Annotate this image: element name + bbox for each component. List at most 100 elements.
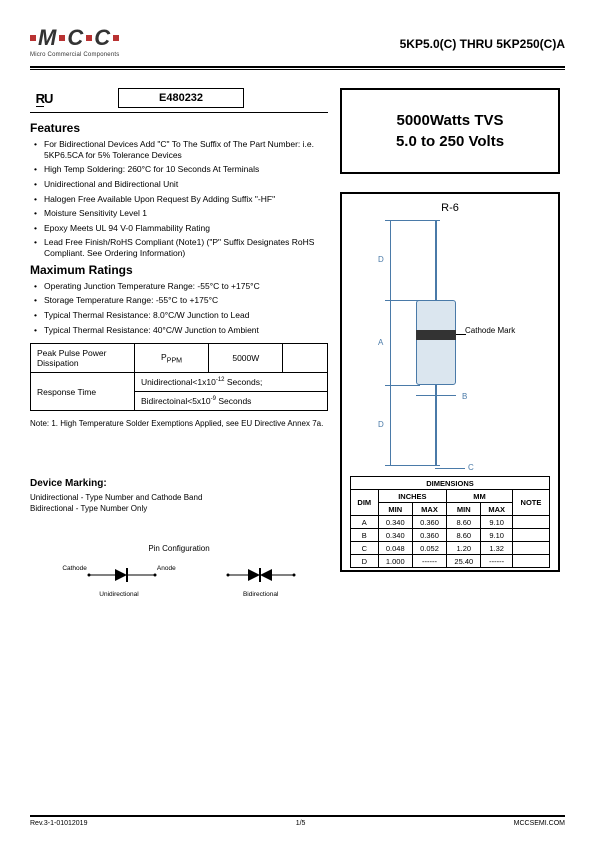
title-line-1: 5000Watts TVS — [354, 112, 546, 129]
feature-item: Lead Free Finish/RoHS Compliant (Note1) … — [32, 237, 328, 258]
dim-b-label: B — [462, 392, 467, 401]
cell-empty — [283, 344, 328, 373]
cell-label: Response Time — [31, 373, 135, 411]
hdr-inches: INCHES — [378, 490, 447, 503]
anode-label: Anode — [157, 565, 176, 572]
feature-item: High Temp Soldering: 260°C for 10 Second… — [32, 164, 328, 175]
left-column: RU E480232 Features For Bidirectional De… — [30, 88, 340, 598]
logo-c2: C — [94, 25, 111, 51]
dim-line — [416, 395, 456, 396]
feature-item: Epoxy Meets UL 94 V-0 Flammability Ratin… — [32, 223, 328, 234]
max-ratings-list: Operating Junction Temperature Range: -5… — [30, 281, 328, 336]
diode-icon — [87, 563, 157, 587]
logo-tagline: Micro Commercial Components — [30, 52, 119, 58]
cathode-mark-label: Cathode Mark — [465, 326, 515, 335]
dim-tick — [385, 465, 440, 466]
rating-item: Storage Temperature Range: -55°C to +175… — [32, 295, 328, 306]
device-marking-heading: Device Marking: — [30, 478, 328, 489]
lead-bottom — [435, 385, 437, 465]
certification-row: RU E480232 — [30, 88, 328, 113]
features-heading: Features — [30, 121, 328, 135]
pin-configuration: Pin Configuration Cathode Anode Unidirec… — [30, 544, 328, 598]
logo-dot-1 — [30, 35, 36, 41]
table-row: C0.0480.0521.201.32 — [351, 542, 550, 555]
table-row: B0.3400.3608.609.10 — [351, 529, 550, 542]
table-row: DIMENSIONS — [351, 477, 550, 490]
logo: M C C — [30, 25, 119, 51]
logo-m: M — [38, 25, 57, 51]
logo-dot-2 — [59, 35, 65, 41]
footer: Rev.3-1-01012019 1/5 MCCSEMI.COM — [30, 815, 565, 827]
feature-item: Moisture Sensitivity Level 1 — [32, 208, 328, 219]
footer-site: MCCSEMI.COM — [514, 820, 565, 827]
table-row: Peak Pulse Power Dissipation PPPM 5000W — [31, 344, 328, 373]
diode-icon — [226, 563, 296, 587]
footer-page: 1/5 — [296, 820, 306, 827]
cell-value: Bidirectoinal<5x10-9 Seconds — [134, 392, 327, 411]
feature-item: For Bidirectional Devices Add "C" To The… — [32, 139, 328, 160]
right-column: 5000Watts TVS 5.0 to 250 Volts R-6 Catho… — [340, 88, 560, 598]
hdr-note: NOTE — [512, 490, 549, 516]
bi-label: Bidirectional — [226, 591, 296, 598]
logo-c1: C — [67, 25, 84, 51]
dim-a-label: A — [378, 338, 383, 347]
part-range: 5KP5.0(C) THRU 5KP250(C)A — [400, 37, 565, 51]
dim-line — [390, 220, 391, 300]
dimensions-table: DIMENSIONS DIM INCHES MM NOTE MIN MAX MI… — [350, 476, 550, 568]
rating-item: Typical Thermal Resistance: 8.0°C/W Junc… — [32, 310, 328, 321]
device-marking-line: Unidirectional - Type Number and Cathode… — [30, 493, 328, 503]
rating-item: Operating Junction Temperature Range: -5… — [32, 281, 328, 292]
dim-d-label: D — [378, 255, 384, 264]
dim-c-label: C — [468, 463, 474, 472]
cathode-band — [416, 330, 456, 340]
table-row: A0.3400.3608.609.10 — [351, 516, 550, 529]
uni-label: Unidirectional — [62, 591, 175, 598]
dim-tick — [385, 220, 440, 221]
package-diagram: Cathode Mark D A D B C — [350, 220, 550, 470]
cathode-label: Cathode — [62, 565, 87, 572]
feature-item: Halogen Free Available Upon Request By A… — [32, 194, 328, 205]
hdr-dim: DIM — [351, 490, 379, 516]
table-row: Response Time Unidirectional<1x10-12 Sec… — [31, 373, 328, 392]
footer-rev: Rev.3-1-01012019 — [30, 820, 87, 827]
hdr-max: MAX — [412, 503, 446, 516]
package-body — [416, 300, 456, 385]
table-row: DIM INCHES MM NOTE — [351, 490, 550, 503]
cell-value: Unidirectional<1x10-12 Seconds; — [134, 373, 327, 392]
hdr-min: MIN — [378, 503, 412, 516]
package-name: R-6 — [350, 202, 550, 214]
ratings-table: Peak Pulse Power Dissipation PPPM 5000W … — [30, 343, 328, 411]
device-marking-line: Bidirectional - Type Number Only — [30, 504, 328, 514]
hdr-min: MIN — [447, 503, 481, 516]
cell-value: 5000W — [209, 344, 283, 373]
feature-item: Unidirectional and Bidirectional Unit — [32, 179, 328, 190]
content: RU E480232 Features For Bidirectional De… — [30, 88, 565, 598]
device-marking: Device Marking: Unidirectional - Type Nu… — [30, 478, 328, 514]
dim-d2-label: D — [378, 420, 384, 429]
features-list: For Bidirectional Devices Add "C" To The… — [30, 139, 328, 259]
header-rule — [30, 66, 565, 70]
logo-dot-4 — [113, 35, 119, 41]
pin-config-title: Pin Configuration — [30, 544, 328, 553]
certification-number: E480232 — [118, 88, 244, 108]
title-line-2: 5.0 to 250 Volts — [354, 133, 546, 150]
note-text: Note: 1. High Temperature Solder Exempti… — [30, 419, 328, 428]
dim-line — [435, 468, 465, 469]
dim-tick — [385, 300, 420, 301]
header: M C C Micro Commercial Components 5KP5.0… — [30, 25, 565, 58]
dim-line — [390, 385, 391, 465]
package-outline-box: R-6 Cathode Mark D A D B C — [340, 192, 560, 572]
rating-item: Typical Thermal Resistance: 40°C/W Junct… — [32, 325, 328, 336]
dim-table-title: DIMENSIONS — [351, 477, 550, 490]
dim-tick — [385, 385, 420, 386]
hdr-max: MAX — [481, 503, 512, 516]
table-row: D1.000------25.40------ — [351, 555, 550, 568]
cell-label: Peak Pulse Power Dissipation — [31, 344, 135, 373]
product-title-box: 5000Watts TVS 5.0 to 250 Volts — [340, 88, 560, 174]
logo-block: M C C Micro Commercial Components — [30, 25, 119, 58]
dim-line — [390, 300, 391, 385]
bidirectional-diode: Bidirectional — [226, 563, 296, 598]
ul-mark-icon: RU — [30, 91, 58, 106]
cell-symbol: PPPM — [134, 344, 208, 373]
logo-dot-3 — [86, 35, 92, 41]
